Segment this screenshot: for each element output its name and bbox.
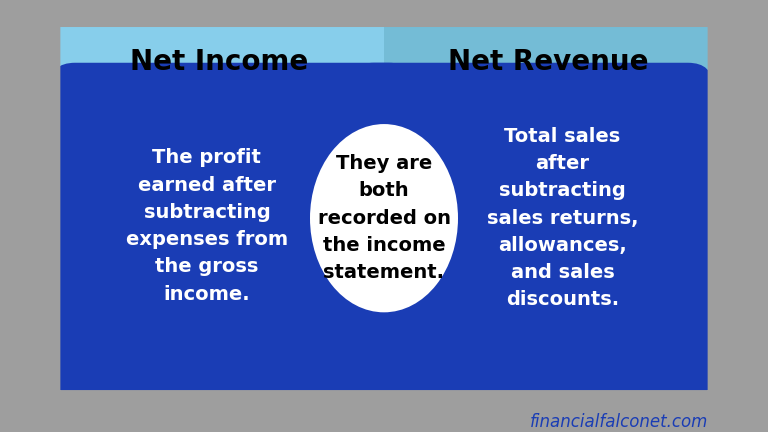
Text: Total sales
after
subtracting
sales returns,
allowances,
and sales
discounts.: Total sales after subtracting sales retu… bbox=[487, 127, 638, 309]
FancyBboxPatch shape bbox=[55, 21, 384, 396]
FancyBboxPatch shape bbox=[349, 63, 713, 399]
Text: The profit
earned after
subtracting
expenses from
the gross
income.: The profit earned after subtracting expe… bbox=[126, 148, 288, 304]
FancyBboxPatch shape bbox=[384, 21, 713, 396]
Text: financialfalconet.com: financialfalconet.com bbox=[530, 413, 708, 431]
Text: Net Income: Net Income bbox=[131, 48, 309, 76]
Text: Net Revenue: Net Revenue bbox=[449, 48, 649, 76]
Text: They are
both
recorded on
the income
statement.: They are both recorded on the income sta… bbox=[317, 154, 451, 282]
Ellipse shape bbox=[310, 124, 458, 312]
FancyBboxPatch shape bbox=[50, 63, 414, 399]
